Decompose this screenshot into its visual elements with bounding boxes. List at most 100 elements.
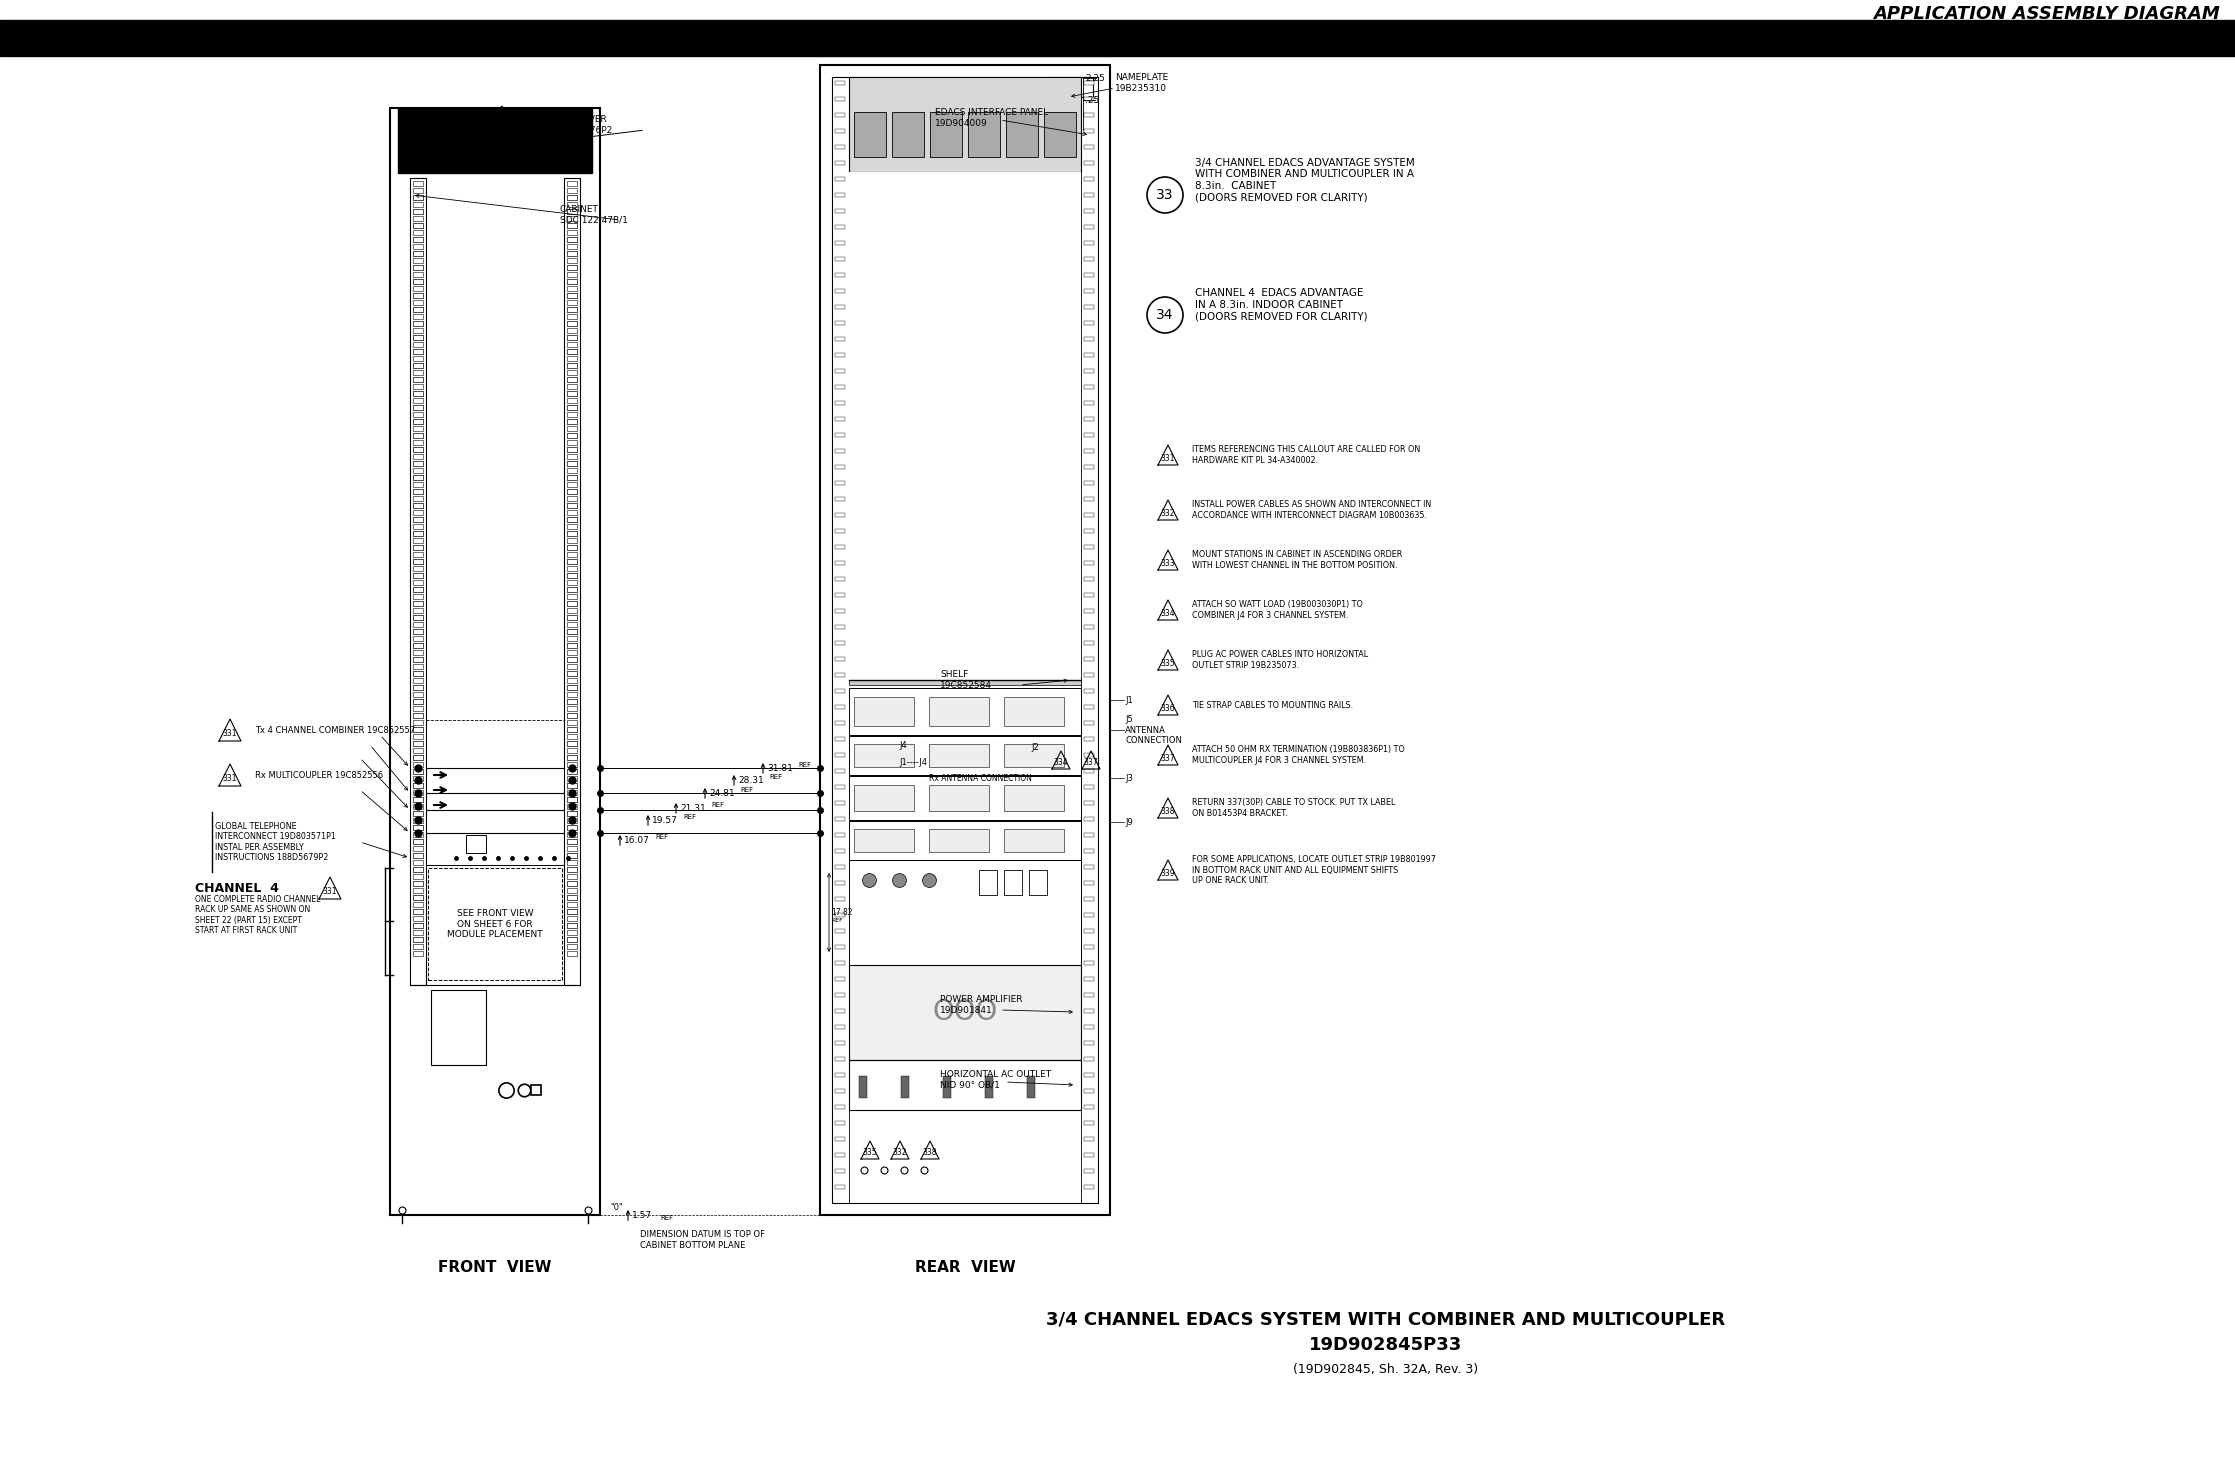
Bar	[568, 538, 577, 544]
Bar	[413, 923, 422, 928]
Bar	[568, 469, 577, 473]
Bar	[413, 692, 422, 696]
Bar	[413, 811, 422, 815]
Bar	[413, 350, 422, 354]
Bar	[413, 489, 422, 494]
Bar	[836, 176, 845, 181]
Bar	[568, 826, 577, 830]
Bar	[1084, 433, 1093, 436]
Bar	[1084, 1137, 1093, 1141]
Bar	[413, 649, 422, 655]
Bar	[568, 335, 577, 339]
Bar	[568, 216, 577, 220]
Bar	[568, 517, 577, 521]
Bar	[568, 768, 577, 774]
Text: 31.81: 31.81	[767, 764, 793, 773]
Text: 337: 337	[1084, 758, 1097, 767]
Bar	[568, 798, 577, 802]
Bar	[1084, 993, 1093, 997]
Bar	[930, 784, 990, 811]
Bar	[568, 411, 577, 417]
Bar	[568, 636, 577, 640]
Bar	[568, 447, 577, 452]
Bar	[467, 834, 485, 853]
Bar	[836, 977, 845, 981]
Bar	[568, 811, 577, 815]
Bar	[892, 112, 923, 157]
Bar	[413, 657, 422, 663]
Bar	[568, 300, 577, 306]
Text: REF: REF	[831, 918, 843, 923]
Bar	[413, 237, 422, 242]
Bar	[413, 259, 422, 263]
Bar	[413, 300, 422, 306]
Text: TIE STRAP CABLES TO MOUNTING RAILS.: TIE STRAP CABLES TO MOUNTING RAILS.	[1191, 701, 1352, 710]
Bar	[413, 671, 422, 676]
Bar	[413, 909, 422, 914]
Bar	[413, 363, 422, 369]
Bar	[836, 162, 845, 165]
Bar	[568, 740, 577, 746]
Text: 331: 331	[322, 887, 337, 896]
Bar	[413, 826, 422, 830]
Bar	[568, 699, 577, 704]
Bar	[849, 1061, 1082, 1111]
Bar	[568, 712, 577, 718]
Bar	[1044, 112, 1075, 157]
Text: 334: 334	[1053, 758, 1068, 767]
Bar	[413, 497, 422, 501]
Bar	[1084, 914, 1093, 917]
Bar	[568, 887, 577, 893]
Text: J5
ANTENNA
CONNECTION: J5 ANTENNA CONNECTION	[1124, 715, 1182, 745]
Bar	[413, 231, 422, 235]
Bar	[568, 383, 577, 389]
Bar	[1084, 977, 1093, 981]
Bar	[568, 776, 577, 782]
Bar	[568, 895, 577, 900]
Bar	[413, 859, 422, 865]
Bar	[413, 482, 422, 488]
Bar	[1084, 928, 1093, 933]
Bar	[413, 804, 422, 809]
Text: 3/4 CHANNEL EDACS ADVANTAGE SYSTEM
WITH COMBINER AND MULTICOUPLER IN A
8.3in.  C: 3/4 CHANNEL EDACS ADVANTAGE SYSTEM WITH …	[1196, 157, 1415, 203]
Bar	[568, 699, 577, 704]
Bar	[568, 552, 577, 557]
Bar	[568, 405, 577, 410]
Bar	[836, 289, 845, 292]
Bar	[836, 353, 845, 357]
Bar	[836, 945, 845, 949]
Bar	[431, 990, 485, 1065]
Bar	[413, 524, 422, 529]
Bar	[413, 322, 422, 326]
Bar	[413, 937, 422, 942]
Text: 338: 338	[1160, 806, 1176, 815]
Bar	[568, 616, 577, 620]
Bar	[836, 1185, 845, 1188]
Bar	[413, 762, 422, 767]
Text: ONE COMPLETE RADIO CHANNEL
RACK UP SAME AS SHOWN ON
SHEET 22 (PART 15) EXCEPT
ST: ONE COMPLETE RADIO CHANNEL RACK UP SAME …	[194, 895, 320, 936]
Bar	[568, 272, 577, 278]
Bar	[568, 454, 577, 458]
Bar	[413, 383, 422, 389]
Bar	[836, 225, 845, 229]
Bar	[836, 1089, 845, 1093]
Bar	[413, 629, 422, 635]
Bar	[413, 391, 422, 397]
Bar	[1084, 225, 1093, 229]
Bar	[413, 740, 422, 746]
Bar	[1084, 417, 1093, 422]
Bar	[836, 768, 845, 773]
Text: 19.57: 19.57	[653, 815, 677, 824]
Bar	[836, 689, 845, 693]
Bar	[568, 573, 577, 577]
Bar	[568, 657, 577, 663]
Bar	[568, 588, 577, 592]
Bar	[413, 251, 422, 256]
Bar	[943, 1075, 952, 1097]
Bar	[413, 335, 422, 339]
Bar	[568, 755, 577, 759]
Bar	[568, 629, 577, 635]
Bar	[568, 259, 577, 263]
Bar	[413, 545, 422, 549]
Bar	[413, 853, 422, 858]
